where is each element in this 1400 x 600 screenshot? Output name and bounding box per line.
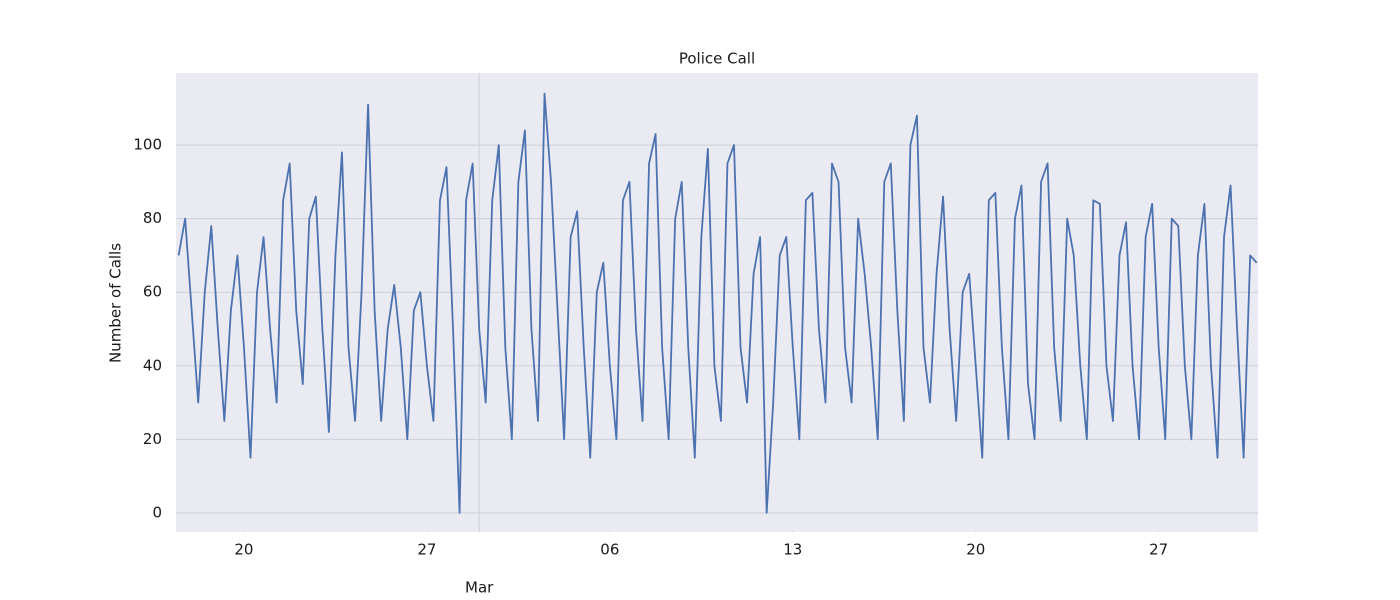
- plot-area: [176, 73, 1258, 532]
- data-line: [177, 92, 1258, 514]
- data: [177, 92, 1258, 514]
- chart-title: Police Call: [679, 50, 755, 68]
- x-major-tick-label: Mar: [465, 579, 494, 597]
- grid: [176, 73, 1258, 532]
- x-tick-label: 20: [966, 541, 985, 559]
- y-tick-label: 80: [143, 209, 162, 227]
- x-tick-label: 20: [234, 541, 253, 559]
- y-axis-label: Number of Calls: [107, 243, 125, 363]
- x-tick-label: 06: [600, 541, 619, 559]
- y-tick-label: 100: [133, 136, 162, 154]
- y-tick-label: 60: [143, 283, 162, 301]
- x-tick-label: 27: [1149, 541, 1168, 559]
- x-tick-label: 13: [783, 541, 802, 559]
- y-tick-label: 0: [152, 503, 162, 521]
- x-tick-label: 27: [417, 541, 436, 559]
- y-tick-label: 20: [143, 430, 162, 448]
- y-tick-label: 40: [143, 356, 162, 374]
